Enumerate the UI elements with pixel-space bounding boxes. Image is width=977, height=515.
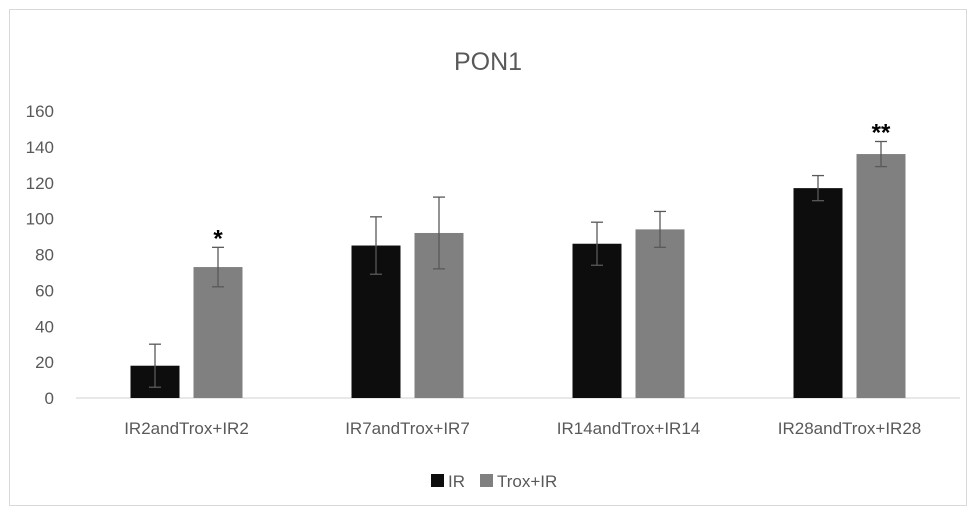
y-tick-label: 60 (35, 281, 54, 300)
chart-title: PON1 (454, 48, 522, 76)
legend-swatch-trox-ir (480, 474, 493, 487)
legend-label: Trox+IR (497, 472, 557, 491)
bar-trox-ir-3 (635, 229, 685, 398)
bar-ir-4 (793, 188, 843, 398)
x-category-label: IR2andTrox+IR2 (124, 419, 249, 438)
significance-mark: * (213, 225, 223, 252)
y-tick-label: 20 (35, 353, 54, 372)
legend: IR Trox+IR (431, 472, 557, 491)
error-bar (370, 216, 382, 275)
y-tick-label: 0 (45, 389, 54, 408)
bar-ir-3 (572, 243, 622, 398)
bar-trox-ir-4 (856, 154, 906, 398)
bars-group: *** (130, 119, 906, 398)
x-axis: IR2andTrox+IR2 IR7andTrox+IR7 IR14andTrox+… (76, 397, 960, 438)
error-bar (812, 174, 824, 202)
legend-swatch-ir (431, 474, 444, 487)
y-tick-label: 100 (26, 210, 54, 229)
error-bar (149, 343, 161, 388)
x-category-label: IR28andTrox+IR28 (778, 419, 921, 438)
significance-mark: ** (872, 119, 891, 146)
y-axis: 0 20 40 60 80 100 120 140 160 (26, 102, 54, 408)
error-bar (212, 246, 224, 288)
y-tick-label: 40 (35, 317, 54, 336)
error-bar (654, 210, 666, 248)
x-category-label: IR7andTrox+IR7 (345, 419, 470, 438)
error-bar (433, 196, 445, 270)
y-tick-label: 80 (35, 246, 54, 265)
bar-trox-ir-1 (193, 267, 243, 398)
error-bar (875, 140, 887, 168)
y-tick-label: 140 (26, 138, 54, 157)
y-tick-label: 120 (26, 174, 54, 193)
error-bar (591, 221, 603, 266)
legend-label: IR (448, 472, 465, 491)
y-tick-label: 160 (26, 102, 54, 121)
x-category-label: IR14andTrox+IR14 (557, 419, 700, 438)
